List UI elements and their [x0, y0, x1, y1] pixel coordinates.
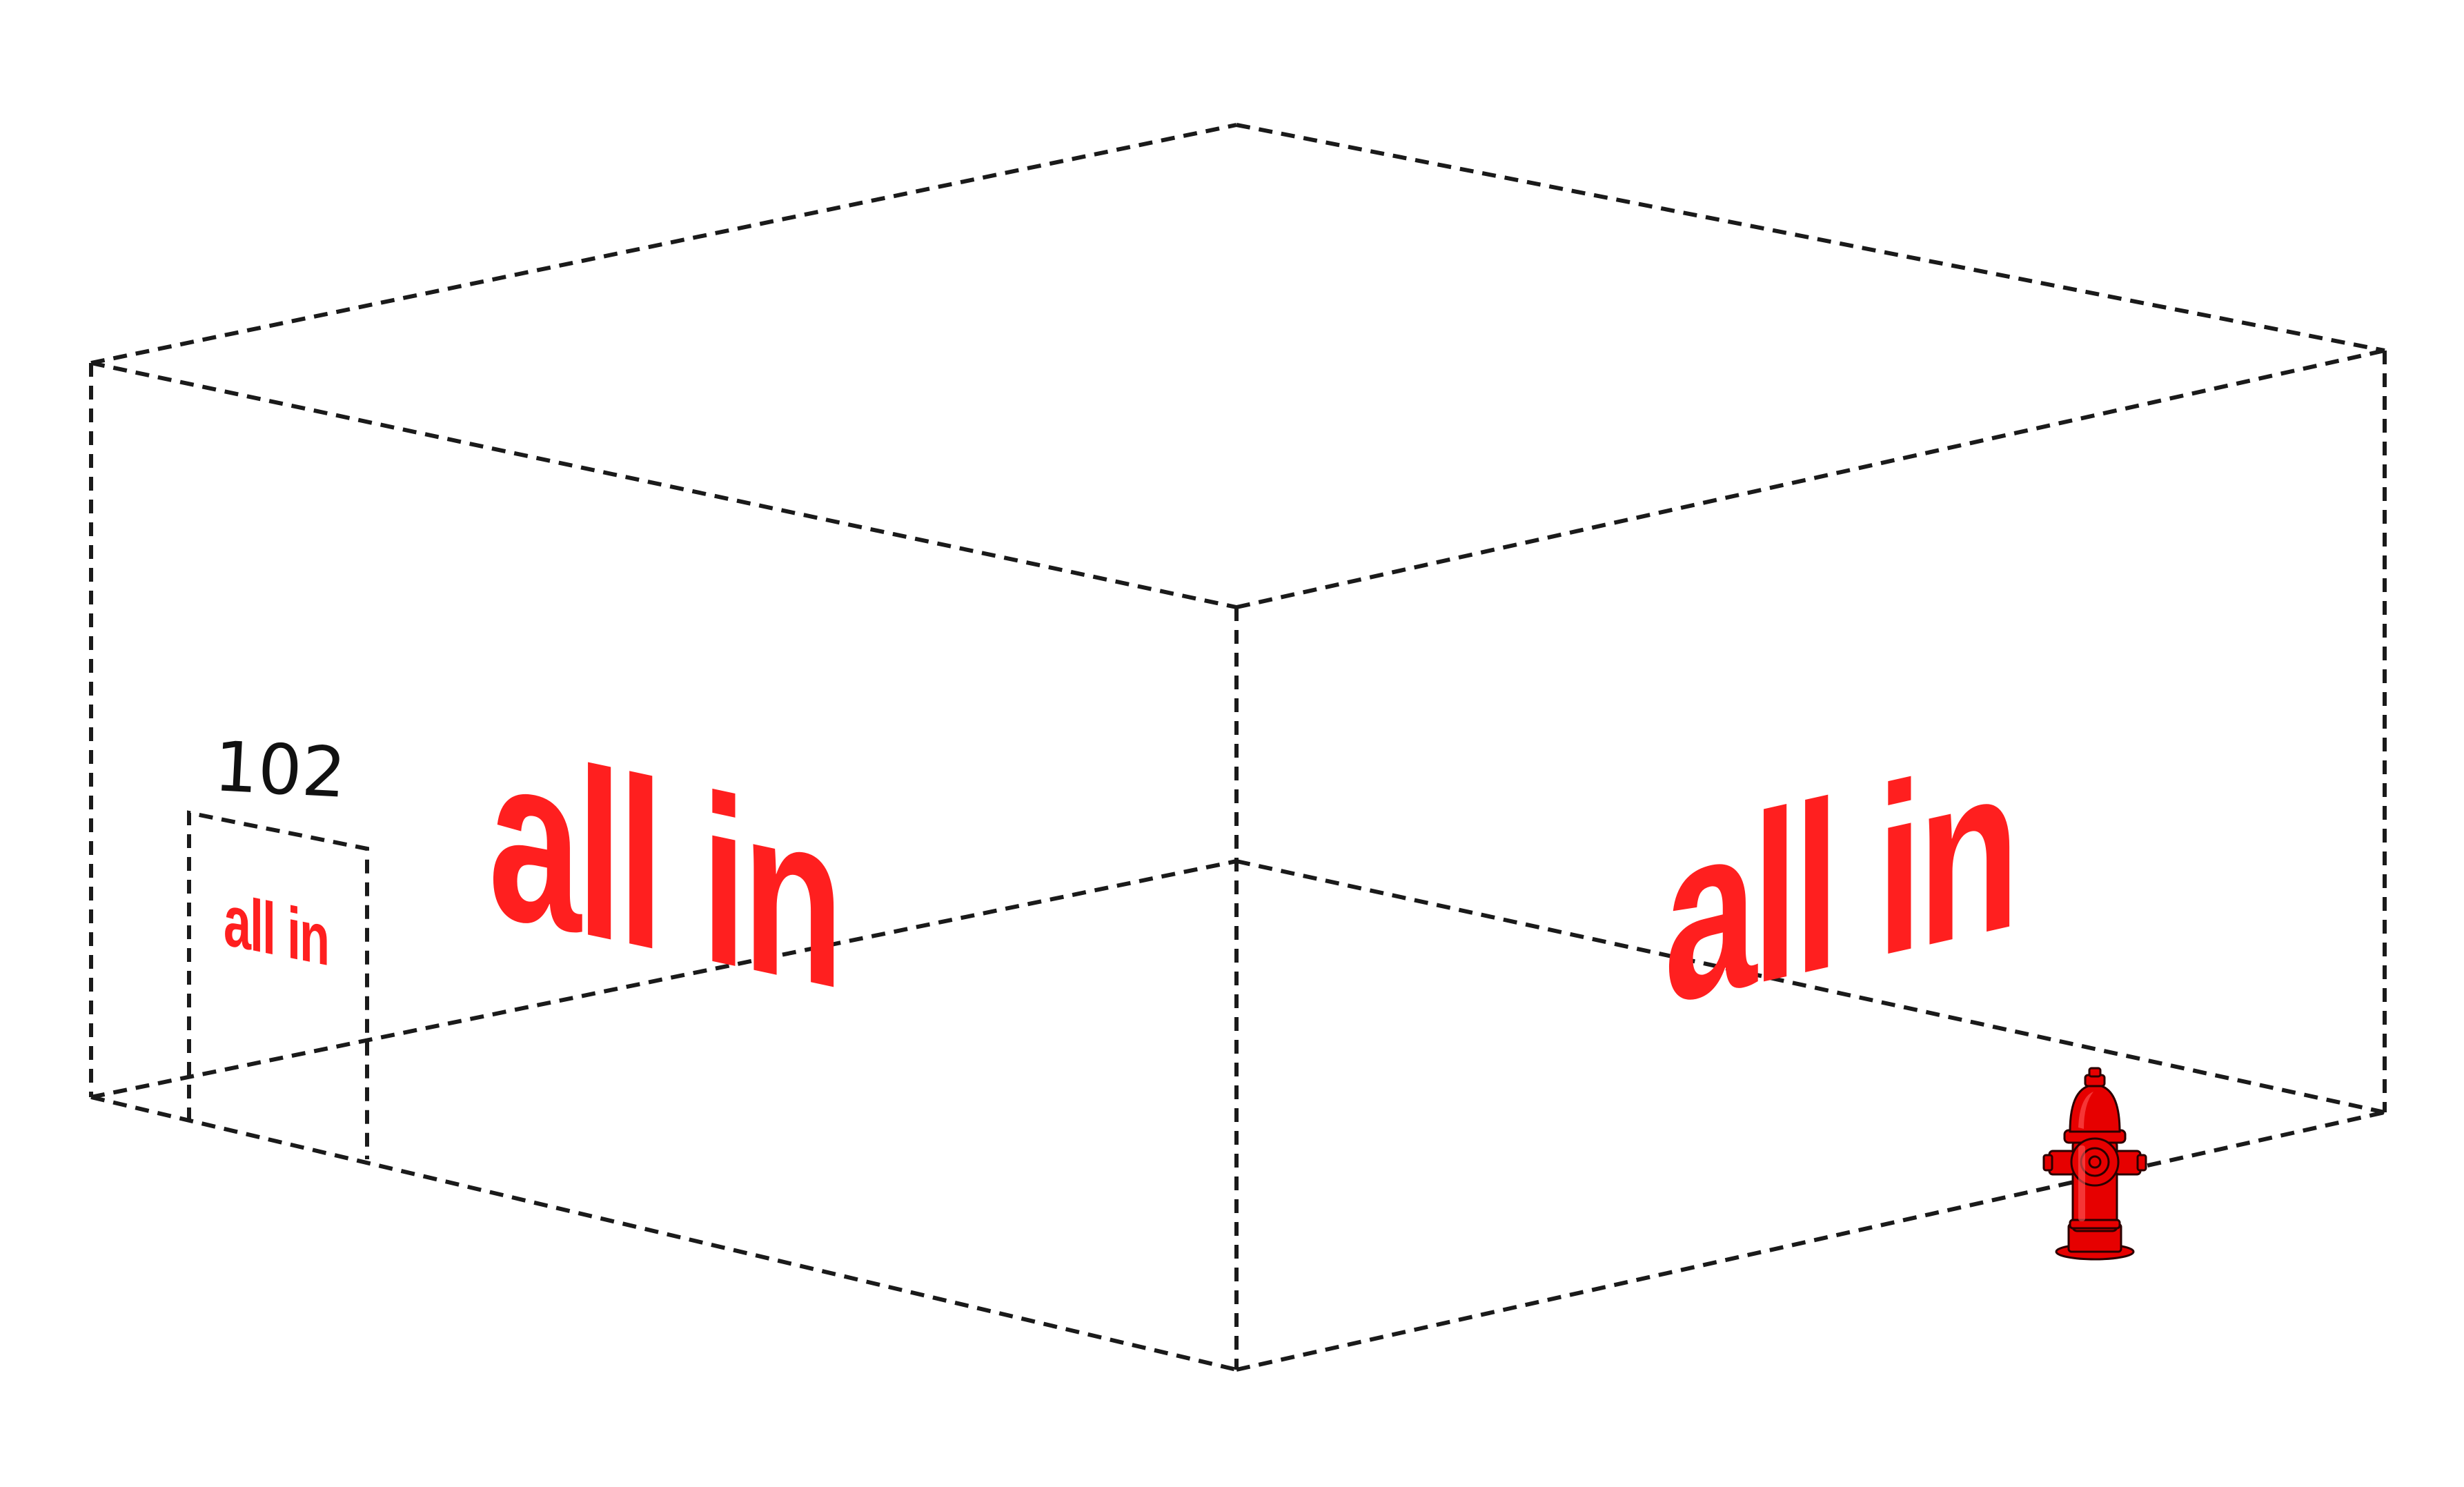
- roof-edge-front-left: [90, 361, 1237, 609]
- roof-edge-front-right: [1236, 348, 2385, 609]
- right-sign-text: all in: [1664, 709, 2015, 1054]
- right-facade-sign: all in: [1664, 709, 2015, 1054]
- fire-hydrant-icon: [2042, 1067, 2147, 1261]
- unit-number: 102: [212, 726, 348, 814]
- floor-edge-front-right: [1236, 1110, 2385, 1372]
- floor-edge-back-right: [1236, 859, 2385, 1114]
- building-wireframe: [89, 123, 2387, 1372]
- left-facade-sign: all in: [489, 698, 839, 1039]
- roof-edge-back-right: [1236, 123, 2385, 353]
- left-sign-text: all in: [489, 698, 839, 1039]
- floor-edge-front-left: [90, 1095, 1237, 1372]
- unit-outline: [187, 810, 369, 1159]
- unit-sign: all in: [224, 879, 328, 982]
- roof-edge-back-left: [90, 123, 1237, 365]
- unit-102[interactable]: 102 all in: [187, 726, 369, 1159]
- floor-edge-back-left: [90, 859, 1237, 1099]
